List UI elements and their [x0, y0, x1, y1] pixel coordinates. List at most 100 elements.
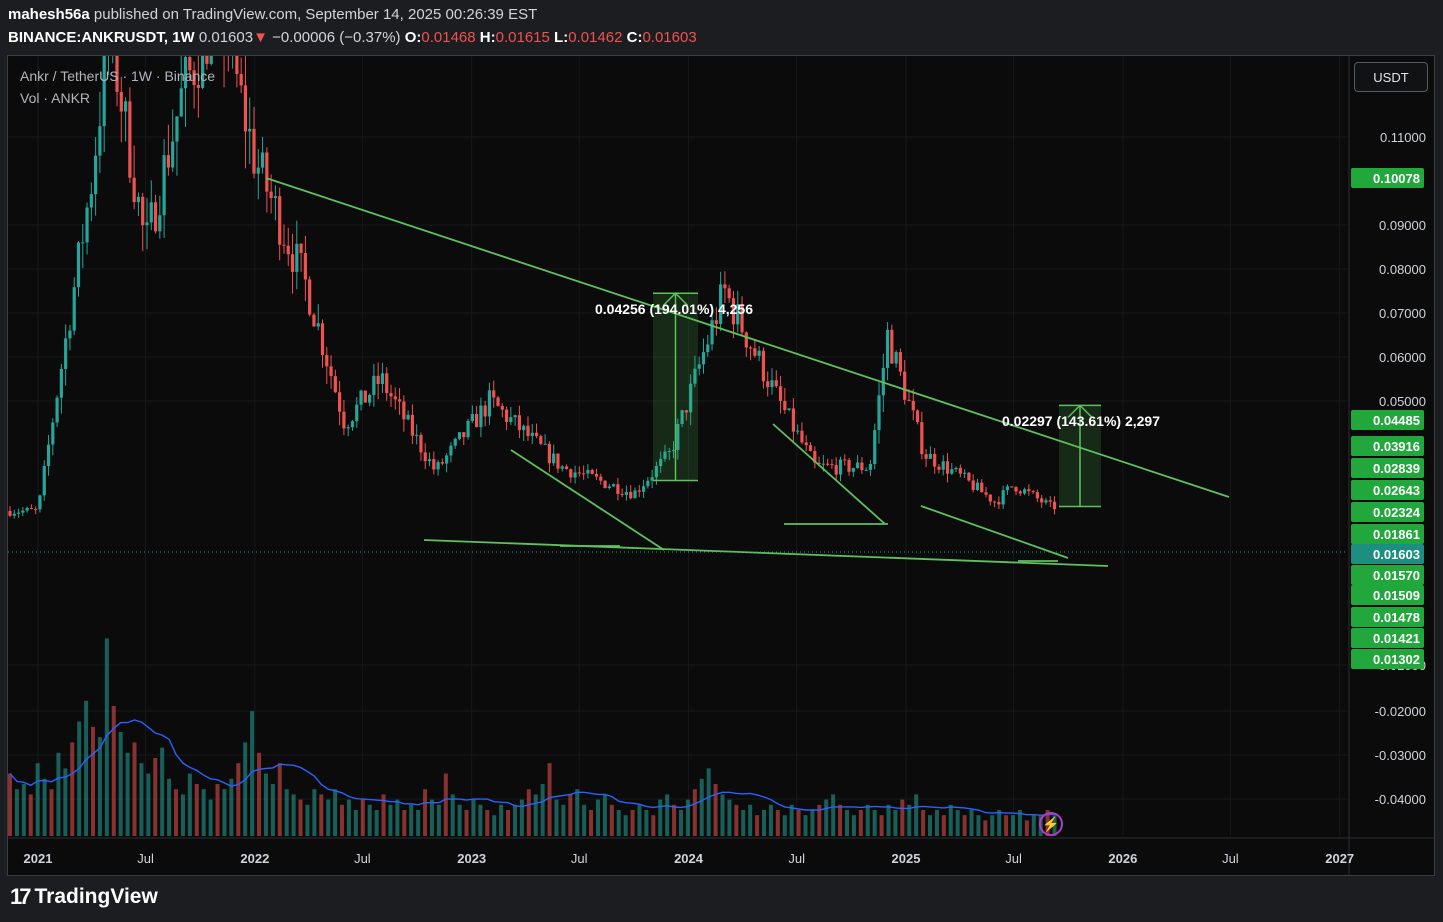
candle-body	[239, 74, 243, 86]
volume-bar	[997, 810, 1002, 836]
candle-body	[402, 401, 406, 420]
candle-body	[8, 511, 12, 516]
price-label: 0.01861	[1373, 527, 1420, 542]
time-tick-label: 2024	[674, 851, 704, 866]
volume-bar	[941, 815, 946, 836]
candle-body	[385, 373, 389, 394]
candle-body	[804, 442, 808, 446]
candle-body	[363, 390, 367, 403]
volume-bar	[969, 810, 974, 836]
candle-body	[256, 167, 260, 174]
volume-bar	[485, 810, 490, 836]
candle-body	[59, 368, 63, 398]
currency-button[interactable]: USDT	[1354, 62, 1428, 92]
volume-bar	[160, 747, 165, 836]
volume-bar	[21, 784, 26, 836]
volume-bar	[1017, 810, 1022, 836]
candle-body	[569, 469, 573, 478]
symbol-legend[interactable]: Ankr / TetherUS · 1W · Binance	[20, 68, 216, 84]
candle-body	[556, 453, 560, 469]
volume-bar	[720, 794, 725, 836]
candle-body	[676, 424, 680, 451]
volume-bar	[97, 737, 102, 836]
volume-bar	[236, 763, 241, 836]
down-arrow-icon: ▼	[253, 29, 268, 46]
price-label: 0.03916	[1373, 439, 1420, 454]
candle-body	[868, 464, 873, 470]
candle-body	[791, 408, 795, 432]
last-price: 0.01603	[198, 29, 254, 46]
candle-body	[453, 438, 457, 446]
candle-body	[1044, 500, 1048, 503]
candle-body	[72, 287, 76, 331]
price-tick-label: -0.03000	[1375, 748, 1426, 763]
candle-body	[153, 202, 158, 232]
candle-body	[1048, 500, 1052, 502]
volume-bar	[250, 711, 255, 836]
author-name[interactable]: mahesh56a	[8, 6, 90, 23]
volume-bar	[208, 799, 213, 836]
candle-body	[813, 450, 817, 463]
volume-bar	[298, 799, 303, 836]
time-tick-label: 2026	[1108, 851, 1137, 866]
candle-body	[719, 284, 723, 324]
volume-bar	[49, 789, 54, 836]
price-label-bg	[1351, 168, 1424, 188]
volume-bar	[761, 810, 766, 836]
volume-bar	[678, 810, 683, 836]
candle-body	[273, 196, 278, 199]
candle-body	[654, 466, 659, 478]
price-label-bg	[1351, 458, 1424, 478]
volume-bar	[921, 810, 926, 836]
volume-bar	[8, 773, 12, 836]
volume-bar	[70, 742, 75, 836]
volume-bar	[14, 789, 19, 836]
candle-body	[663, 451, 667, 459]
high-value: 0.01615	[495, 29, 550, 46]
time-axis: 2021 Jul 2022 Jul 2023 Jul 2024 Jul 2025 Jul 2026 J…	[24, 851, 1355, 866]
candle-body	[954, 467, 958, 470]
price-label-bg	[1351, 480, 1424, 500]
candle-body	[188, 57, 192, 71]
volume-legend[interactable]: Vol · ANKR	[20, 90, 91, 106]
volume-bar	[1004, 815, 1009, 836]
chart-panel[interactable]: 0.04256 (194.01%) 4,256 0.02297 (143.61%)…	[7, 55, 1435, 876]
volume-bar	[990, 815, 995, 836]
price-label-bg	[1351, 502, 1424, 522]
candle-body	[560, 466, 564, 469]
volume-bars	[8, 638, 1057, 836]
volume-bar	[84, 700, 89, 836]
tradingview-logo-icon[interactable]: 17	[10, 884, 32, 909]
volume-bar	[506, 810, 511, 836]
lightning-icon[interactable]: ⚡	[1039, 812, 1063, 836]
time-tick-label: Jul	[1005, 851, 1022, 866]
candle-body	[937, 466, 941, 470]
candle-body	[192, 70, 196, 86]
candle-body	[29, 507, 34, 510]
brand-name[interactable]: TradingView	[34, 885, 158, 908]
volume-bar	[499, 804, 504, 836]
candle-body	[329, 366, 333, 377]
candle-body	[971, 480, 975, 490]
candle-body	[693, 368, 697, 384]
volume-bar	[194, 784, 199, 836]
candle-body	[530, 432, 534, 437]
price-tick-label: 0.09000	[1379, 218, 1426, 233]
candle-body	[355, 404, 359, 422]
candle-body	[817, 462, 821, 464]
candle-body	[299, 243, 303, 254]
candle-body	[475, 414, 479, 428]
candle-body	[714, 320, 718, 324]
volume-bar	[575, 789, 580, 836]
open-value: 0.01468	[421, 29, 476, 46]
candle-body	[920, 422, 924, 455]
price-chart[interactable]: 0.04256 (194.01%) 4,256 0.02297 (143.61%)…	[8, 56, 1435, 876]
candle-body	[12, 513, 16, 516]
price-tick-label: 0.06000	[1379, 350, 1426, 365]
candle-body	[1027, 489, 1031, 492]
volume-bar	[63, 768, 68, 836]
volume-bar	[824, 799, 829, 836]
volume-bar	[360, 799, 365, 836]
candle-body	[885, 329, 890, 368]
candle-body	[81, 242, 85, 244]
